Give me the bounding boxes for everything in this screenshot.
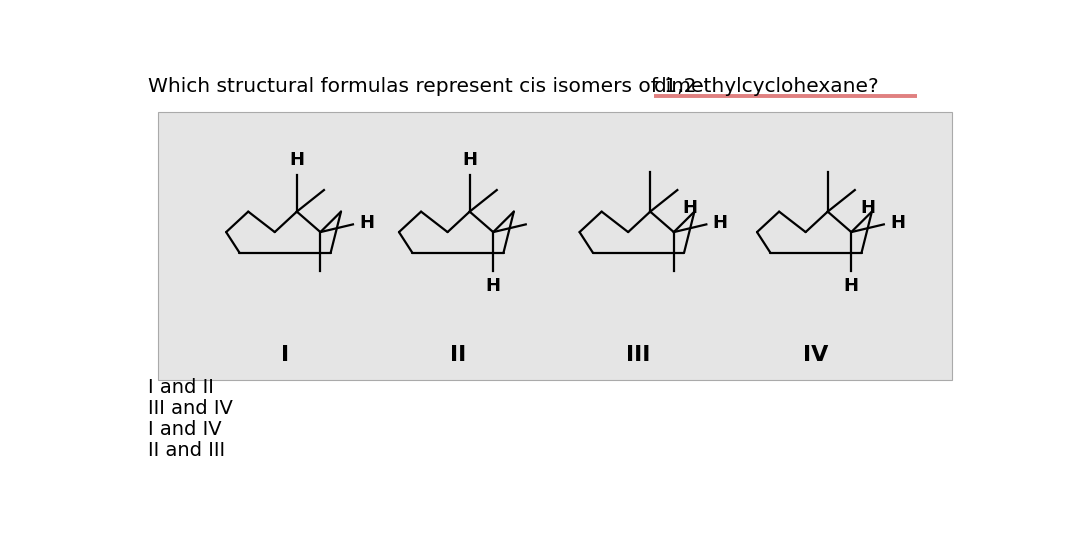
Text: I and IV: I and IV: [148, 420, 221, 439]
Text: III: III: [627, 345, 651, 365]
Text: I and II: I and II: [148, 378, 214, 397]
Text: H: H: [289, 151, 304, 169]
Text: H: H: [682, 199, 698, 217]
Text: IV: IV: [803, 345, 828, 365]
Text: III and IV: III and IV: [148, 399, 233, 418]
Text: H: H: [891, 214, 905, 232]
Text: H: H: [486, 277, 500, 295]
Text: II and III: II and III: [148, 441, 225, 460]
Text: II: II: [450, 345, 467, 365]
Text: H: H: [844, 277, 859, 295]
Text: H: H: [359, 214, 374, 232]
Text: dimethylcyclohexane?: dimethylcyclohexane?: [654, 78, 880, 96]
Text: I: I: [281, 345, 289, 365]
Text: Which structural formulas represent cis isomers of 1,2-: Which structural formulas represent cis …: [148, 78, 704, 96]
Text: H: H: [713, 214, 727, 232]
Text: H: H: [462, 151, 477, 169]
Text: H: H: [860, 199, 875, 217]
Bar: [158, 112, 952, 380]
